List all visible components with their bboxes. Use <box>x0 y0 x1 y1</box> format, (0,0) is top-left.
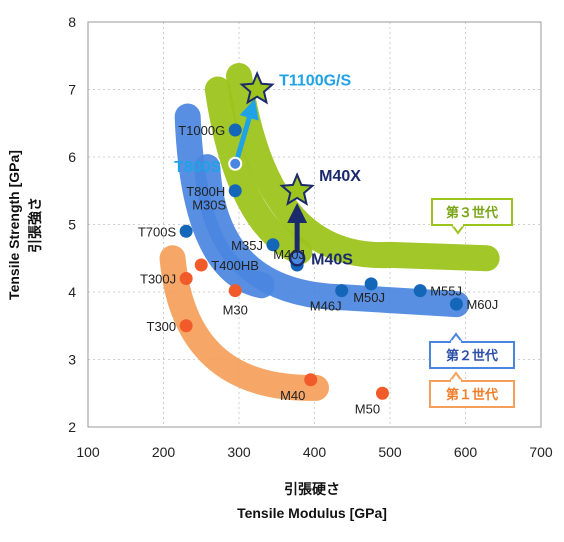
point-m30 <box>228 284 242 298</box>
label-m50: M50 <box>355 401 380 416</box>
label-t800s: T800S <box>174 159 221 176</box>
label-m50j: M50J <box>353 290 385 305</box>
point-m35j <box>266 238 280 252</box>
point-m40 <box>304 373 318 387</box>
gen-callout-box <box>431 198 513 226</box>
point-m40x <box>279 172 315 206</box>
y-tick-label: 7 <box>68 82 76 98</box>
y-tick-label: 6 <box>68 149 76 165</box>
x-tick-label: 700 <box>529 444 553 460</box>
label-m40x: M40X <box>319 168 361 185</box>
label-m40: M40 <box>280 388 305 403</box>
label-t1100g-s: T1100G/S <box>279 73 351 90</box>
label-m55j: M55J <box>430 284 462 299</box>
x-axis-label-ja: 引張硬さ <box>284 481 340 497</box>
label-m40j: M40J <box>273 247 305 262</box>
x-tick-label: 500 <box>378 444 402 460</box>
point-m50j <box>364 277 378 291</box>
point-m40s <box>288 250 306 267</box>
point-t800s <box>228 156 243 171</box>
x-tick-label: 600 <box>454 444 478 460</box>
y-tick-label: 5 <box>68 217 76 233</box>
x-tick-label: 300 <box>227 444 251 460</box>
point-t700s <box>179 224 193 238</box>
gen-callout-box <box>429 341 515 369</box>
arrows <box>234 98 308 252</box>
x-tick-label: 200 <box>152 444 176 460</box>
point-t400hb <box>194 258 208 272</box>
point-t1000g <box>228 123 242 137</box>
y-tick-label: 8 <box>68 14 76 30</box>
point-labels: T300 T300J T400HB M30 M40 M50 T700S T1000G T800S… <box>138 73 498 417</box>
data-points <box>179 70 463 400</box>
label-m30: M30 <box>223 303 248 318</box>
label-m40s: M40S <box>311 251 353 268</box>
band-gen2-upper <box>174 103 275 299</box>
label-m35j: M35J <box>231 238 263 253</box>
point-m55j <box>413 284 427 298</box>
gen-label: 第２世代 <box>446 348 498 364</box>
band-gen1 <box>159 245 330 401</box>
label-m46j: M46J <box>310 299 342 314</box>
band-gen3-upper <box>204 76 313 265</box>
x-axis-label-en: Tensile Modulus [GPa] <box>237 505 387 521</box>
y-tick-label: 2 <box>68 419 76 435</box>
y-tick-label: 3 <box>68 352 76 368</box>
plot-frame <box>87 21 542 428</box>
point-m46j <box>335 284 349 298</box>
label-t700s: T700S <box>138 224 177 239</box>
label-m30s: M30S <box>192 198 226 213</box>
gen-label: 第３世代 <box>446 205 498 221</box>
y-axis-label-en: Tensile Strength [GPa] <box>6 150 22 300</box>
y-tick-label: 4 <box>68 284 76 300</box>
gen-callout-box <box>429 380 515 408</box>
point-t800h <box>228 184 242 198</box>
axes: 100 200 300 400 500 600 700 2 3 4 5 6 7 8 <box>68 14 553 460</box>
label-t400hb: T400HB <box>211 258 259 273</box>
gen-label: 第１世代 <box>446 387 498 403</box>
arrow-t800s-to-t1100 <box>234 98 259 162</box>
label-t800h: T800H <box>186 184 225 199</box>
x-tick-label: 100 <box>76 444 100 460</box>
label-m60j: M60J <box>466 297 498 312</box>
point-m60j <box>449 297 463 311</box>
point-t300 <box>179 319 193 333</box>
label-t300j: T300J <box>140 272 176 287</box>
point-t300j <box>179 272 193 285</box>
label-t1000g: T1000G <box>178 123 225 138</box>
point-m50 <box>375 386 389 400</box>
x-tick-label: 400 <box>303 444 327 460</box>
y-axis-label-ja: 引張強さ <box>27 197 43 253</box>
label-t300: T300 <box>147 319 177 334</box>
point-t1100g-s <box>239 70 275 105</box>
